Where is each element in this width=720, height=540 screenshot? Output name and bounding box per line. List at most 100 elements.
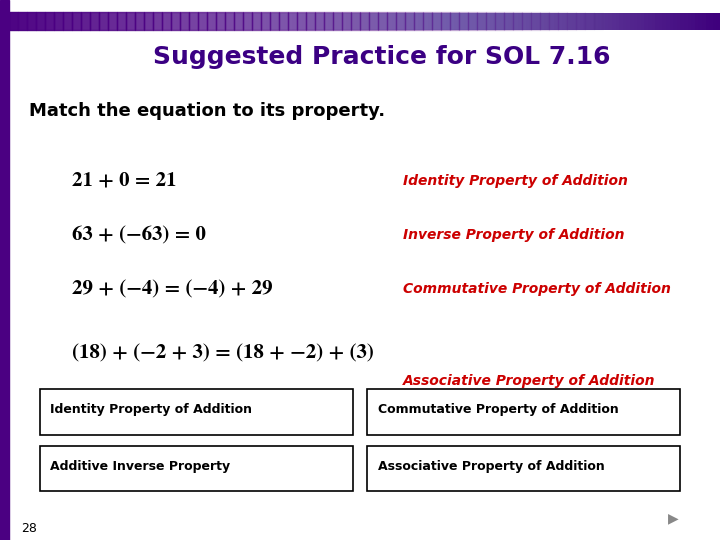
Bar [342, 12, 351, 30]
Bar [54, 12, 63, 30]
Bar [207, 12, 216, 30]
Bar [108, 12, 117, 30]
Bar [288, 12, 297, 30]
Bar [432, 12, 441, 30]
Text: Match the equation to its property.: Match the equation to its property. [29, 102, 385, 120]
Bar [243, 12, 252, 30]
Bar [369, 12, 378, 30]
Bar [522, 12, 531, 30]
Bar [549, 12, 558, 30]
Bar [675, 12, 684, 30]
Bar [216, 12, 225, 30]
FancyBboxPatch shape [367, 446, 680, 491]
Bar [540, 12, 549, 30]
Text: Associative Property of Addition: Associative Property of Addition [378, 460, 605, 472]
Bar [297, 12, 306, 30]
Text: Identity Property of Addition: Identity Property of Addition [50, 403, 253, 416]
Bar [153, 12, 162, 30]
Bar [657, 12, 666, 30]
Bar [81, 12, 90, 30]
Bar [459, 12, 468, 30]
Bar [603, 12, 612, 30]
Bar [558, 12, 567, 30]
Text: 63 + (−63) = 0: 63 + (−63) = 0 [72, 226, 206, 244]
FancyBboxPatch shape [40, 446, 353, 491]
Text: Commutative Property of Addition: Commutative Property of Addition [378, 403, 618, 416]
Text: Inverse Property of Addition: Inverse Property of Addition [403, 228, 625, 242]
Bar [234, 12, 243, 30]
Bar [486, 12, 495, 30]
Bar [126, 12, 135, 30]
Bar [18, 12, 27, 30]
Bar [405, 12, 414, 30]
Bar [513, 12, 522, 30]
Bar [324, 12, 333, 30]
Bar [576, 12, 585, 30]
Text: 29 + (−4) = (−4) + 29: 29 + (−4) = (−4) + 29 [72, 280, 273, 298]
Bar [9, 12, 18, 30]
Bar [270, 12, 279, 30]
Bar [162, 12, 171, 30]
Bar [414, 12, 423, 30]
Bar [531, 12, 540, 30]
FancyBboxPatch shape [40, 389, 353, 435]
Bar [693, 12, 702, 30]
Bar [189, 12, 198, 30]
Text: 28: 28 [22, 522, 37, 535]
Bar [225, 12, 234, 30]
Bar [144, 12, 153, 30]
Bar [117, 12, 126, 30]
Bar [585, 12, 594, 30]
Bar [171, 12, 180, 30]
Bar [135, 12, 144, 30]
Bar [306, 12, 315, 30]
Bar [711, 12, 720, 30]
Bar [72, 12, 81, 30]
Bar [351, 12, 360, 30]
Bar [378, 12, 387, 30]
Bar [666, 12, 675, 30]
Bar [441, 12, 450, 30]
Bar [0, 12, 9, 30]
Bar [630, 12, 639, 30]
Bar [621, 12, 630, 30]
Bar [450, 12, 459, 30]
Bar [333, 12, 342, 30]
Text: Identity Property of Addition: Identity Property of Addition [403, 174, 628, 188]
Bar [36, 12, 45, 30]
Bar [504, 12, 513, 30]
Text: Suggested Practice for SOL 7.16: Suggested Practice for SOL 7.16 [153, 45, 611, 69]
Bar [315, 12, 324, 30]
Bar [279, 12, 288, 30]
Bar [396, 12, 405, 30]
Text: Associative Property of Addition: Associative Property of Addition [403, 374, 656, 388]
Bar [198, 12, 207, 30]
Bar [648, 12, 657, 30]
Bar [423, 12, 432, 30]
Bar [360, 12, 369, 30]
Text: Additive Inverse Property: Additive Inverse Property [50, 460, 230, 472]
Bar [495, 12, 504, 30]
Bar [0, 0, 9, 540]
Text: (18) + (−2 + 3) = (18 + −2) + (3): (18) + (−2 + 3) = (18 + −2) + (3) [72, 345, 374, 363]
Text: Commutative Property of Addition: Commutative Property of Addition [403, 282, 671, 296]
Bar [90, 12, 99, 30]
Bar [99, 12, 108, 30]
Bar [594, 12, 603, 30]
Bar [252, 12, 261, 30]
Bar [387, 12, 396, 30]
Bar [27, 12, 36, 30]
Bar [702, 12, 711, 30]
Bar [567, 12, 576, 30]
Bar [261, 12, 270, 30]
Bar [684, 12, 693, 30]
Bar [45, 12, 54, 30]
Text: 21 + 0 = 21: 21 + 0 = 21 [72, 172, 176, 190]
Bar [477, 12, 486, 30]
Bar [612, 12, 621, 30]
Bar [468, 12, 477, 30]
Bar [180, 12, 189, 30]
Text: ▶: ▶ [668, 511, 678, 525]
Bar [639, 12, 648, 30]
Bar [63, 12, 72, 30]
